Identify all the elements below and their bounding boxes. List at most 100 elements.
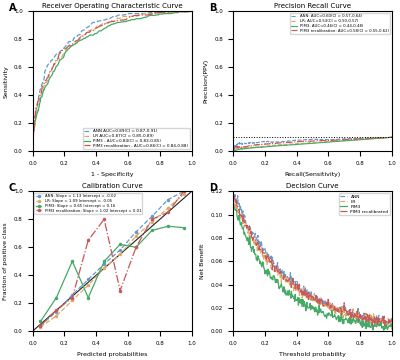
PIM3 - AUC=0.84(CI = 0.83-0.85) [189,9,194,13]
PIM3 recalibration: Slope = 1.02 Intercept = 0.01: (0.15, 0.15): Slope = 1.02 Intercept = 0.01: (0.15, 0.… [54,308,59,312]
LR: AUC=0.53(CI = 0.50-0.57): (0.187, 0.0343): AUC=0.53(CI = 0.50-0.57): (0.187, 0.0343… [260,144,265,149]
LR: Slope = 1.09 Intercept = -0.05: (0.75, 0.78): Slope = 1.09 Intercept = -0.05: (0.75, 0… [150,220,154,224]
ANN: Slope = 1.13 Intercept = -0.02: (0.05, 0.04): Slope = 1.13 Intercept = -0.02: (0.05, 0… [38,324,43,328]
Line: PIM3 recalibrated: PIM3 recalibrated [233,195,392,327]
Legend: ANN: AUC=0.60(CI = 0.57-0.64), LR: AUC=0.53(CI = 0.50-0.57), PIM3: AUC=0.46(CI =: ANN: AUC=0.60(CI = 0.57-0.64), LR: AUC=0… [290,13,390,34]
PIM3: Slope = 0.65 Intercept = 0.16: (0.65, 0.6): Slope = 0.65 Intercept = 0.16: (0.65, 0.… [134,245,138,249]
Line: LR AUC=0.87(CI = 0.85-0.89): LR AUC=0.87(CI = 0.85-0.89) [32,11,192,151]
PIM3 [390,324,394,329]
LR AUC=0.87(CI = 0.85-0.89) [179,10,184,14]
ANN: Slope = 1.13 Intercept = -0.02: (0.55, 0.58): Slope = 1.13 Intercept = -0.02: (0.55, 0… [118,248,122,252]
Text: A: A [9,3,16,13]
Y-axis label: Precision(PPV): Precision(PPV) [204,59,209,103]
PIM3 recalibrated [325,304,330,308]
PIM3 recalibration: Slope = 1.02 Intercept = 0.01: (0.45, 0.8): Slope = 1.02 Intercept = 0.01: (0.45, 0.… [102,217,106,221]
LR: AUC=0.53(CI = 0.50-0.57): (0.623, 0.072): AUC=0.53(CI = 0.50-0.57): (0.623, 0.072) [330,139,334,143]
PIM3 [325,312,330,317]
LR: Slope = 1.09 Intercept = -0.05: (0.25, 0.22): Slope = 1.09 Intercept = -0.05: (0.25, 0… [70,298,75,303]
PIM3 [375,321,380,326]
ANN [325,302,330,307]
Legend: ANN AUC=0.89(CI = 0.87-0.91), LR AUC=0.87(CI = 0.85-0.89), PIM3 - AUC=0.84(CI = : ANN AUC=0.89(CI = 0.87-0.91), LR AUC=0.8… [82,128,190,149]
ANN: AUC=0.60(CI = 0.57-0.64): (0.0467, 0.0545): AUC=0.60(CI = 0.57-0.64): (0.0467, 0.054… [238,141,243,146]
PIM3 recalibrated [325,300,330,304]
PIM3 - AUC=0.84(CI = 0.83-0.85) [182,10,186,14]
ANN: Slope = 1.13 Intercept = -0.02: (0.65, 0.71): Slope = 1.13 Intercept = -0.02: (0.65, 0… [134,230,138,234]
ANN AUC=0.89(CI = 0.87-0.91) [183,9,188,13]
Text: B: B [209,3,216,13]
Text: C: C [9,183,16,193]
PIM3: AUC=0.46(CI = 0.44-0.48): (1, 0.1): AUC=0.46(CI = 0.44-0.48): (1, 0.1) [390,135,394,139]
ANN: Slope = 1.13 Intercept = -0.02: (0.25, 0.26): Slope = 1.13 Intercept = -0.02: (0.25, 0… [70,293,75,297]
Line: ANN: AUC=0.60(CI = 0.57-0.64): ANN: AUC=0.60(CI = 0.57-0.64) [233,11,392,151]
Line: LR: AUC=0.53(CI = 0.50-0.57): LR: AUC=0.53(CI = 0.50-0.57) [233,11,392,151]
PIM3 - AUC=0.84(CI = 0.83-0.85) [30,149,35,153]
LR AUC=0.87(CI = 0.85-0.89) [31,136,36,140]
PIM3: Slope = 0.65 Intercept = 0.16: (0.35, 0.24): Slope = 0.65 Intercept = 0.16: (0.35, 0.… [86,296,91,300]
LR: AUC=0.53(CI = 0.50-0.57): (0.0167, 0.0195): AUC=0.53(CI = 0.50-0.57): (0.0167, 0.019… [233,147,238,151]
PIM3 recalibrated [230,193,235,197]
PIM3 [231,202,236,206]
LR AUC=0.87(CI = 0.85-0.89) [183,9,188,13]
PIM3 recalibrated [390,319,394,323]
PIM3 recalibration - AUC=0.86(CI = 0.84-0.88) [184,10,188,14]
Title: Calibration Curve: Calibration Curve [82,184,142,189]
PIM3: AUC=0.46(CI = 0.44-0.48): (0, 0): AUC=0.46(CI = 0.44-0.48): (0, 0) [230,149,235,153]
PIM3 recalibration: Slope = 1.02 Intercept = 0.01: (0.65, 0.6): Slope = 1.02 Intercept = 0.01: (0.65, 0.… [134,245,138,249]
ANN: Slope = 1.13 Intercept = -0.02: (0.95, 1): Slope = 1.13 Intercept = -0.02: (0.95, 1… [182,189,186,193]
PIM3 recalibration: Slope = 1.02 Intercept = 0.01: (0.05, 0.04): Slope = 1.02 Intercept = 0.01: (0.05, 0.… [38,324,43,328]
PIM3: AUC=0.46(CI = 0.44-0.48): (0.0333, 0.0124): AUC=0.46(CI = 0.44-0.48): (0.0333, 0.012… [236,147,240,152]
PIM3 recalibration: AUC=0.58(CI = 0.55-0.62): (0.743, 0.0859): AUC=0.58(CI = 0.55-0.62): (0.743, 0.0859… [349,137,354,141]
LR [231,202,236,206]
PIM3: Slope = 0.65 Intercept = 0.16: (0.55, 0.62): Slope = 0.65 Intercept = 0.16: (0.55, 0.… [118,242,122,247]
LR: AUC=0.53(CI = 0.50-0.57): (1, 0.1): AUC=0.53(CI = 0.50-0.57): (1, 0.1) [390,135,394,139]
PIM3 recalibration: AUC=0.58(CI = 0.55-0.62): (0, 0): AUC=0.58(CI = 0.55-0.62): (0, 0) [230,149,235,153]
PIM3: AUC=0.46(CI = 0.44-0.48): (0, 0): AUC=0.46(CI = 0.44-0.48): (0, 0) [230,149,235,153]
PIM3: Slope = 0.65 Intercept = 0.16: (0.75, 0.72): Slope = 0.65 Intercept = 0.16: (0.75, 0.… [150,228,154,233]
ANN [365,316,370,320]
PIM3: Slope = 0.65 Intercept = 0.16: (0.45, 0.5): Slope = 0.65 Intercept = 0.16: (0.45, 0.… [102,259,106,264]
ANN: Slope = 1.13 Intercept = -0.02: (0.75, 0.82): Slope = 1.13 Intercept = -0.02: (0.75, 0… [150,214,154,219]
Legend: ANN: Slope = 1.13 Intercept = -0.02, LR: Slope = 1.09 Intercept = -0.05, PIM3: S: ANN: Slope = 1.13 Intercept = -0.02, LR:… [34,193,142,214]
PIM3 recalibration: AUC=0.58(CI = 0.55-0.62): (0, 0): AUC=0.58(CI = 0.55-0.62): (0, 0) [230,149,235,153]
LR [232,197,236,202]
Y-axis label: Sensitivity: Sensitivity [4,65,8,98]
LR AUC=0.87(CI = 0.85-0.89) [30,149,35,153]
ANN AUC=0.89(CI = 0.87-0.91) [30,149,35,153]
PIM3: Slope = 0.65 Intercept = 0.16: (0.85, 0.75): Slope = 0.65 Intercept = 0.16: (0.85, 0.… [166,224,170,228]
PIM3 recalibration - AUC=0.86(CI = 0.84-0.88) [180,10,184,14]
ANN [390,325,394,330]
PIM3: Slope = 0.65 Intercept = 0.16: (0.15, 0.24): Slope = 0.65 Intercept = 0.16: (0.15, 0.… [54,296,59,300]
LR AUC=0.87(CI = 0.85-0.89) [126,14,130,19]
PIM3 recalibration: AUC=0.58(CI = 0.55-0.62): (0, 1): AUC=0.58(CI = 0.55-0.62): (0, 1) [230,9,235,13]
ANN: Slope = 1.13 Intercept = -0.02: (0.35, 0.37): Slope = 1.13 Intercept = -0.02: (0.35, 0… [86,277,91,282]
PIM3: AUC=0.46(CI = 0.44-0.48): (0.473, 0.0547): AUC=0.46(CI = 0.44-0.48): (0.473, 0.0547… [306,141,311,146]
Line: LR: LR [233,199,392,329]
PIM3 recalibration: Slope = 1.02 Intercept = 0.01: (0.35, 0.65): Slope = 1.02 Intercept = 0.01: (0.35, 0.… [86,238,91,242]
ANN: AUC=0.60(CI = 0.57-0.64): (0, 1): AUC=0.60(CI = 0.57-0.64): (0, 1) [230,9,235,13]
PIM3 recalibration - AUC=0.86(CI = 0.84-0.88) [30,137,35,141]
Line: PIM3: PIM3 [233,204,392,330]
PIM3 recalibrated [370,324,375,329]
ANN: AUC=0.60(CI = 0.57-0.64): (0, 0): AUC=0.60(CI = 0.57-0.64): (0, 0) [230,149,235,153]
ANN AUC=0.89(CI = 0.87-0.91) [144,12,149,16]
LR [325,304,330,309]
PIM3 recalibration - AUC=0.86(CI = 0.84-0.88) [30,149,35,153]
LR: Slope = 1.09 Intercept = -0.05: (0.85, 0.88): Slope = 1.09 Intercept = -0.05: (0.85, 0… [166,206,170,210]
PIM3: Slope = 0.65 Intercept = 0.16: (0.05, 0.07): Slope = 0.65 Intercept = 0.16: (0.05, 0.… [38,319,43,324]
PIM3 recalibration: Slope = 1.02 Intercept = 0.01: (0.75, 0.8): Slope = 1.02 Intercept = 0.01: (0.75, 0.… [150,217,154,221]
PIM3 recalibration: AUC=0.58(CI = 0.55-0.62): (0.343, 0.063): AUC=0.58(CI = 0.55-0.62): (0.343, 0.063) [285,140,290,145]
ANN AUC=0.89(CI = 0.87-0.91) [122,13,126,17]
PIM3 recalibration - AUC=0.86(CI = 0.84-0.88) [189,9,194,13]
PIM3 recalibration: Slope = 1.02 Intercept = 0.01: (0.55, 0.29): Slope = 1.02 Intercept = 0.01: (0.55, 0.… [118,288,122,293]
LR: AUC=0.53(CI = 0.50-0.57): (0, 0): AUC=0.53(CI = 0.50-0.57): (0, 0) [230,149,235,153]
PIM3 - AUC=0.84(CI = 0.83-0.85) [129,18,134,22]
LR: Slope = 1.09 Intercept = -0.05: (0.35, 0.33): Slope = 1.09 Intercept = -0.05: (0.35, 0… [86,283,91,287]
ANN AUC=0.89(CI = 0.87-0.91) [189,9,194,13]
PIM3 recalibration: Slope = 1.02 Intercept = 0.01: (0.25, 0.24): Slope = 1.02 Intercept = 0.01: (0.25, 0.… [70,296,75,300]
LR: Slope = 1.09 Intercept = -0.05: (0.55, 0.55): Slope = 1.09 Intercept = -0.05: (0.55, 0… [118,252,122,256]
X-axis label: 1 - Specificity: 1 - Specificity [91,171,133,176]
PIM3: AUC=0.46(CI = 0.44-0.48): (0.143, 0.0263): AUC=0.46(CI = 0.44-0.48): (0.143, 0.0263… [253,145,258,150]
LR [389,327,394,331]
LR: Slope = 1.09 Intercept = -0.05: (0.45, 0.45): Slope = 1.09 Intercept = -0.05: (0.45, 0… [102,266,106,270]
PIM3: Slope = 0.65 Intercept = 0.16: (0.95, 0.74): Slope = 0.65 Intercept = 0.16: (0.95, 0.… [182,225,186,230]
